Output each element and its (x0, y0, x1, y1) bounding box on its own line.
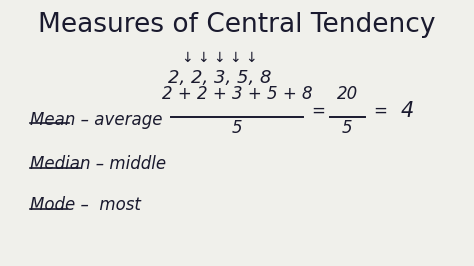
Text: 4: 4 (400, 101, 413, 120)
Text: =: = (312, 102, 326, 120)
Text: =: = (374, 102, 387, 120)
Text: Measures of Central Tendency: Measures of Central Tendency (38, 12, 436, 38)
Text: 2, 2, 3, 5, 8: 2, 2, 3, 5, 8 (168, 69, 271, 86)
Text: 5: 5 (232, 119, 242, 136)
Text: 5: 5 (342, 119, 353, 136)
Text: Mode –  most: Mode – most (30, 196, 141, 214)
Text: 20: 20 (337, 85, 358, 103)
Text: Mean – average: Mean – average (30, 111, 162, 129)
Text: 2 + 2 + 3 + 5 + 8: 2 + 2 + 3 + 5 + 8 (162, 85, 312, 103)
Text: Median – middle: Median – middle (30, 155, 166, 173)
Text: ↓ ↓ ↓ ↓ ↓: ↓ ↓ ↓ ↓ ↓ (182, 51, 257, 65)
